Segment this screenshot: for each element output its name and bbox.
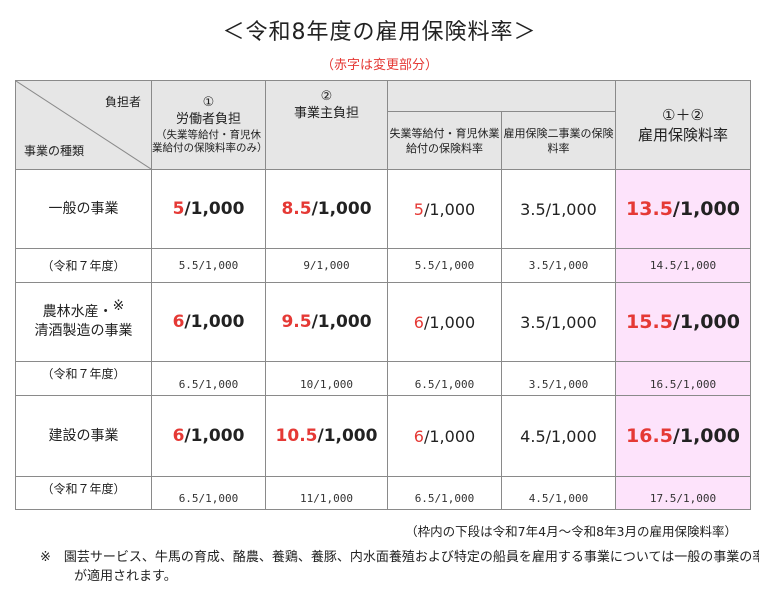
diagonal-line <box>16 81 151 169</box>
construction-worker-rate: 6/1,000 <box>151 395 266 477</box>
prev-total-rate: 17.5/1,000 <box>615 476 751 510</box>
prev-rate: 9/1,000 <box>265 248 388 283</box>
row-label-agriculture: 農林水産・※ 清酒製造の事業 <box>15 282 152 362</box>
prev-rate: 11/1,000 <box>265 476 388 510</box>
header-sub-two-programs: 雇用保険二事業の保険料率 <box>501 111 616 170</box>
prev-rate: 5.5/1,000 <box>151 248 266 283</box>
header-corner-cell: 負担者 事業の種類 <box>15 80 152 170</box>
agriculture-sub2-rate: 3.5/1,000 <box>501 282 616 362</box>
employer-label: 事業主負担 <box>293 106 359 121</box>
page-title: ＜令和8年度の雇用保険料率＞ <box>222 20 537 45</box>
prev-year-label: （令和７年度） <box>15 476 152 510</box>
prev-rate: 5.5/1,000 <box>387 248 502 283</box>
prev-rate: 3.5/1,000 <box>501 361 616 396</box>
total-label: 雇用保険料率 <box>637 126 728 144</box>
general-sub1-rate: 5/1,000 <box>387 169 502 249</box>
prev-rate: 6.5/1,000 <box>387 361 502 396</box>
header-employer-breakdown <box>387 80 616 112</box>
header-worker-burden: ① 労働者負担 （失業等給付・育児休業給付の保険料率のみ） <box>151 80 268 170</box>
worker-label: 労働者負担 <box>175 112 241 127</box>
prev-total-rate: 14.5/1,000 <box>615 248 751 283</box>
agriculture-employer-rate: 9.5/1,000 <box>265 282 388 362</box>
asterisk-footnote: ※ 園芸サービス、牛馬の育成、酪農、養鶏、養豚、内水面養殖および特定の船員を雇用… <box>40 550 759 584</box>
header-employer-burden: ② 事業主負担 <box>265 80 388 170</box>
prev-total-rate: 16.5/1,000 <box>615 361 751 396</box>
header-sub-unemployment: 失業等給付・育児休業給付の保険料率 <box>387 111 502 170</box>
header-business-type-label: 事業の種類 <box>24 144 85 158</box>
table-footnote: （枠内の下段は令和7年4月～令和8年3月の雇用保険料率） <box>405 524 737 539</box>
construction-sub1-rate: 6/1,000 <box>387 395 502 477</box>
row-label-construction: 建設の事業 <box>15 395 152 477</box>
asterisk-mark: ※ <box>112 298 125 314</box>
insurance-rate-table: 負担者 事業の種類 ① 労働者負担 （失業等給付・育児休業給付の保険料率のみ） … <box>15 80 751 510</box>
prev-year-label: （令和７年度） <box>15 248 152 283</box>
construction-total-rate: 16.5/1,000 <box>615 395 751 477</box>
change-note: （赤字は変更部分） <box>320 58 438 73</box>
general-sub2-rate: 3.5/1,000 <box>501 169 616 249</box>
worker-note: （失業等給付・育児休業給付の保険料率のみ） <box>152 129 268 154</box>
prev-rate: 6.5/1,000 <box>151 476 266 510</box>
prev-rate: 4.5/1,000 <box>501 476 616 510</box>
worker-number: ① <box>202 95 215 110</box>
header-total: ①＋② 雇用保険料率 <box>615 80 751 170</box>
employer-number: ② <box>320 89 333 104</box>
general-worker-rate: 5/1,000 <box>151 169 266 249</box>
prev-rate: 6.5/1,000 <box>387 476 502 510</box>
header-burden-label: 負担者 <box>104 95 141 109</box>
agriculture-sub1-rate: 6/1,000 <box>387 282 502 362</box>
prev-rate: 3.5/1,000 <box>501 248 616 283</box>
construction-employer-rate: 10.5/1,000 <box>265 395 388 477</box>
general-employer-rate: 8.5/1,000 <box>265 169 388 249</box>
prev-rate: 6.5/1,000 <box>151 361 266 396</box>
total-number: ①＋② <box>662 106 704 124</box>
general-total-rate: 13.5/1,000 <box>615 169 751 249</box>
row-label-general: 一般の事業 <box>15 169 152 249</box>
prev-rate: 10/1,000 <box>265 361 388 396</box>
construction-sub2-rate: 4.5/1,000 <box>501 395 616 477</box>
prev-year-label: （令和７年度） <box>15 361 152 396</box>
agriculture-total-rate: 15.5/1,000 <box>615 282 751 362</box>
agriculture-worker-rate: 6/1,000 <box>151 282 266 362</box>
